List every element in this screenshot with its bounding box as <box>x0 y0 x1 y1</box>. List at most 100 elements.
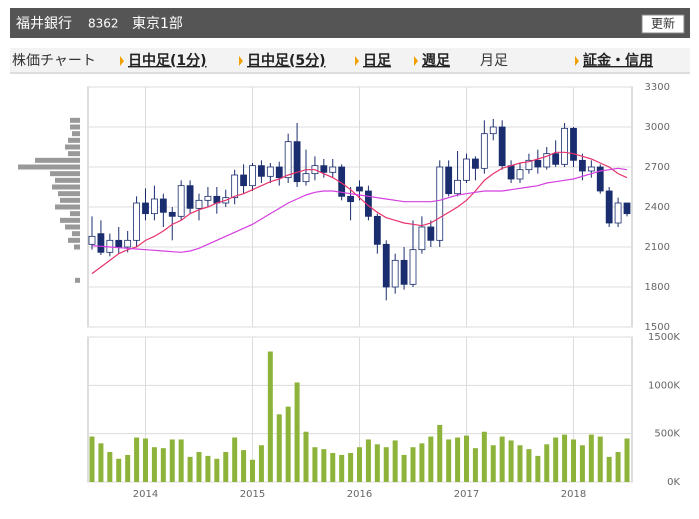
volume-bar <box>517 445 523 482</box>
tab-marker[interactable] <box>355 56 359 66</box>
volume-profile-bar <box>60 197 80 203</box>
volume-bar <box>98 443 104 482</box>
y2-tick-label: 1500K <box>648 332 680 343</box>
tab-marker[interactable] <box>239 56 243 66</box>
x-tick-label: 2014 <box>133 489 158 500</box>
volume-bar <box>624 438 630 482</box>
volume-bar <box>143 438 148 482</box>
candle-body <box>472 158 479 169</box>
tab[interactable]: 証金・信用 <box>583 52 653 69</box>
volume-bar <box>544 444 550 482</box>
volume-bar <box>481 431 487 482</box>
volume-bar <box>312 447 318 482</box>
candle-body <box>445 166 453 195</box>
volume-bar <box>419 443 425 482</box>
volume-bar <box>383 447 389 482</box>
volume-profile-bar <box>75 277 80 283</box>
volume-bar <box>214 458 220 482</box>
candle-body <box>382 243 390 288</box>
volume-profile-bar <box>68 151 80 157</box>
volume-bar <box>374 444 380 482</box>
candle-body <box>275 166 283 179</box>
moving-average <box>91 151 628 275</box>
tab-marker[interactable] <box>120 56 124 66</box>
y-tick-label: 3000 <box>645 122 670 133</box>
candle-body <box>587 166 595 172</box>
candle-body <box>543 153 551 168</box>
refresh-button[interactable] <box>641 14 685 34</box>
tab[interactable]: 週足 <box>422 53 451 69</box>
refresh-label[interactable]: 更新 <box>651 16 675 31</box>
candle-body <box>329 166 337 173</box>
y-tick-label: 2700 <box>645 162 670 173</box>
volume-bar <box>232 437 238 482</box>
volume-bar <box>365 439 371 482</box>
y2-tick-label: 0K <box>667 477 680 488</box>
volume-bar <box>321 449 327 482</box>
candle-body <box>579 159 586 172</box>
volume-bar <box>490 445 496 482</box>
volume-profile-bar <box>65 224 80 230</box>
candle-body <box>605 190 613 224</box>
volume-profile-bar <box>70 211 80 217</box>
candle-body <box>133 202 140 241</box>
x-tick-label: 2017 <box>454 489 479 500</box>
volume-bar <box>285 406 291 482</box>
candle-body <box>151 198 158 215</box>
volume-bar <box>276 414 282 482</box>
volume-bar <box>169 439 175 482</box>
candle-body <box>454 179 461 195</box>
candle-body <box>552 153 560 165</box>
volume-bar <box>89 436 95 482</box>
tab[interactable]: 日中足(5分) <box>247 52 326 69</box>
volume-bar <box>348 453 354 482</box>
volume-bar <box>125 454 131 482</box>
tab: 月足 <box>480 53 508 69</box>
tab-marker[interactable] <box>575 56 579 66</box>
y-tick-label: 3300 <box>645 82 670 93</box>
candle-body <box>240 174 247 187</box>
volume-profile-bar <box>55 204 80 210</box>
volume-bar <box>597 436 603 482</box>
candle-body <box>409 249 417 285</box>
volume-bar <box>241 450 247 482</box>
volume-bar <box>410 447 416 482</box>
tab-marker[interactable] <box>414 56 418 66</box>
volume-bar <box>526 449 532 482</box>
candle-body <box>186 185 194 209</box>
x-tick-label: 2015 <box>240 489 265 500</box>
tab[interactable]: 日足 <box>363 53 392 69</box>
y-tick-label: 1500 <box>645 322 670 333</box>
volume-profile-bar <box>70 124 80 130</box>
volume-profile-bar <box>72 231 80 237</box>
candle-body <box>498 126 506 167</box>
volume-bar <box>401 454 407 482</box>
candle-body <box>88 235 96 245</box>
volume-profile-bar <box>72 131 80 137</box>
volume-profile-bar <box>65 144 80 150</box>
volume-profile-bar <box>52 184 80 190</box>
candle-body <box>463 158 470 181</box>
volume-profile-bar <box>35 157 80 163</box>
candle-body <box>284 141 292 179</box>
volume-profile-bar <box>18 164 80 170</box>
volume-bar <box>116 458 122 482</box>
tab[interactable]: 日中足(1分) <box>128 52 207 69</box>
y-tick-label: 2100 <box>645 242 670 253</box>
volume-bar <box>472 448 478 482</box>
volume-bar <box>196 452 202 482</box>
volume-profile-bar <box>58 191 80 197</box>
candle-body <box>516 169 524 180</box>
candle-body <box>142 202 149 215</box>
volume-bar <box>571 439 576 482</box>
volume-bar <box>223 452 229 482</box>
candle-body <box>266 166 274 177</box>
tab-caption: 株価チャート <box>12 53 96 69</box>
volume-bar <box>446 439 452 482</box>
stock-name: 福井銀行 <box>16 16 72 32</box>
candle-body <box>347 195 354 203</box>
candle-body <box>231 174 239 199</box>
volume-bar <box>250 459 255 482</box>
volume-bar <box>579 445 585 482</box>
